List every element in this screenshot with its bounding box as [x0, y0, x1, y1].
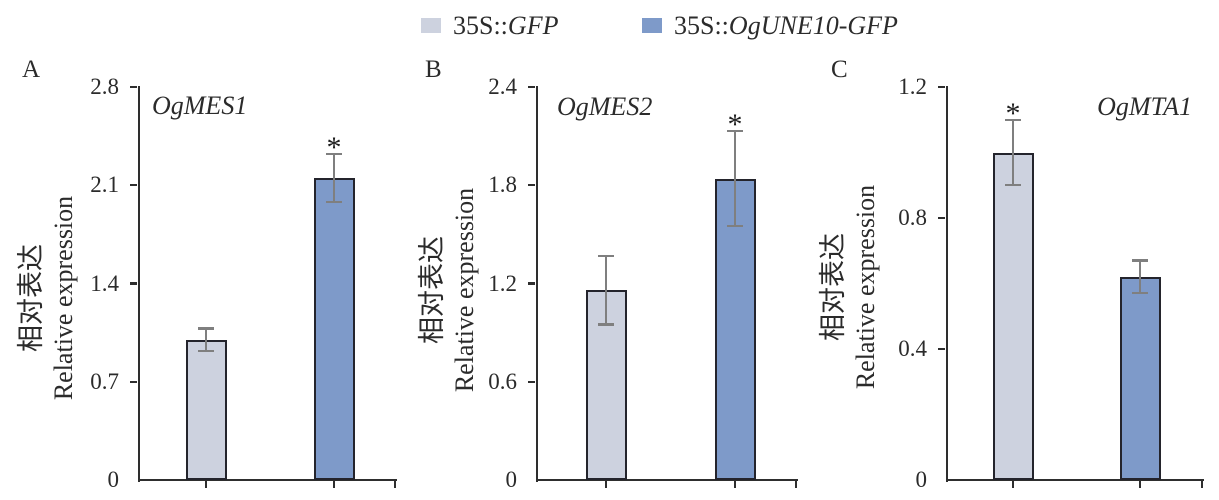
y-axis-label-cn: 相对表达	[417, 236, 448, 344]
bar	[585, 290, 627, 480]
y-tick	[527, 85, 535, 89]
bar	[714, 178, 756, 480]
y-tick	[527, 184, 535, 187]
x-axis	[137, 478, 398, 482]
significance-asterisk: *	[1005, 96, 1021, 130]
y-tick-label: 1.2	[898, 74, 927, 99]
y-axis-label: 相对表达 Relative expression	[15, 196, 79, 400]
panel-letter: C	[831, 56, 848, 83]
x-tick	[204, 481, 208, 489]
y-tick	[527, 380, 535, 383]
y-tick-label: 0.8	[898, 205, 927, 230]
legend-label-gfp: 35S::GFP	[453, 11, 559, 40]
y-axis-label-en: Relative expression	[449, 187, 479, 393]
error-bar-top-cap	[198, 327, 214, 330]
x-tick	[332, 481, 336, 489]
error-bar-bottom-cap	[598, 323, 614, 326]
y-tick	[527, 282, 535, 285]
y-tick	[937, 347, 945, 351]
error-bar-bottom-cap	[198, 349, 214, 352]
y-axis-label: 相对表达 Relative expression	[416, 188, 480, 392]
error-bar	[733, 131, 737, 227]
error-bar-top-cap	[1005, 118, 1021, 121]
error-bar-bottom-cap	[1132, 292, 1148, 295]
x-tick	[1138, 481, 1142, 489]
y-tick-label: 2.1	[90, 172, 119, 198]
y-tick	[129, 184, 137, 187]
panel-letter: B	[425, 56, 442, 83]
y-tick	[129, 282, 137, 285]
error-bar-top-cap	[326, 153, 342, 156]
y-tick-label: 1.2	[488, 270, 517, 296]
y-tick-label: 0	[505, 467, 518, 492]
y-tick-label: 0	[107, 467, 120, 492]
y-tick	[129, 85, 137, 89]
x-axis	[945, 478, 1205, 482]
error-bar	[1138, 260, 1142, 294]
y-axis-label-cn: 相对表达	[16, 244, 47, 352]
legend-label-une10: 35S::OgUNE10-GFP	[674, 11, 898, 40]
error-bar	[1011, 119, 1015, 186]
y-tick-label: 2.4	[488, 74, 517, 99]
y-axis	[535, 85, 539, 482]
y-axis-label-en: Relative expression	[48, 195, 78, 401]
x-tick	[1200, 481, 1203, 489]
x-tick	[733, 481, 737, 489]
y-axis	[137, 85, 141, 482]
y-axis-label: 相对表达 Relative expression	[817, 185, 881, 389]
x-tick	[393, 481, 396, 489]
bar	[1119, 276, 1161, 480]
x-tick	[1011, 481, 1015, 489]
y-tick	[129, 380, 137, 383]
y-tick	[937, 85, 945, 89]
significance-asterisk: *	[326, 131, 342, 165]
chart-title: OgMES1	[152, 91, 248, 120]
y-tick-label: 0	[915, 467, 928, 492]
bar	[313, 178, 355, 480]
error-bar-top-cap	[598, 254, 614, 257]
error-bar-top-cap	[1132, 259, 1148, 262]
y-tick	[937, 216, 945, 220]
y-axis-label-cn: 相对表达	[818, 233, 849, 341]
bar	[185, 339, 227, 480]
error-bar	[204, 328, 208, 351]
chart-title: OgMTA1	[1097, 92, 1192, 121]
x-tick	[604, 481, 608, 489]
error-bar-bottom-cap	[326, 200, 342, 204]
error-bar	[332, 154, 336, 203]
error-bar	[604, 255, 608, 325]
y-axis-label-en: Relative expression	[850, 184, 880, 390]
panel-letter: A	[22, 56, 41, 83]
y-tick-label: 0.4	[898, 336, 927, 361]
error-bar-bottom-cap	[727, 225, 743, 228]
error-bar-bottom-cap	[1005, 184, 1021, 187]
y-tick-label: 1.4	[90, 270, 119, 296]
y-tick-label: 0.6	[488, 368, 517, 394]
y-tick-label: 2.8	[90, 74, 119, 99]
une10-color-swatch	[642, 18, 662, 33]
chart-title: OgMES2	[557, 92, 653, 121]
bar	[992, 152, 1034, 480]
x-tick	[794, 481, 797, 489]
gfp-color-swatch	[421, 18, 441, 33]
y-tick-label: 0.7	[90, 368, 119, 394]
significance-asterisk: *	[727, 108, 743, 142]
y-axis	[945, 85, 949, 482]
x-axis	[535, 478, 799, 482]
y-tick-label: 1.8	[488, 172, 517, 198]
error-bar-top-cap	[727, 130, 743, 133]
